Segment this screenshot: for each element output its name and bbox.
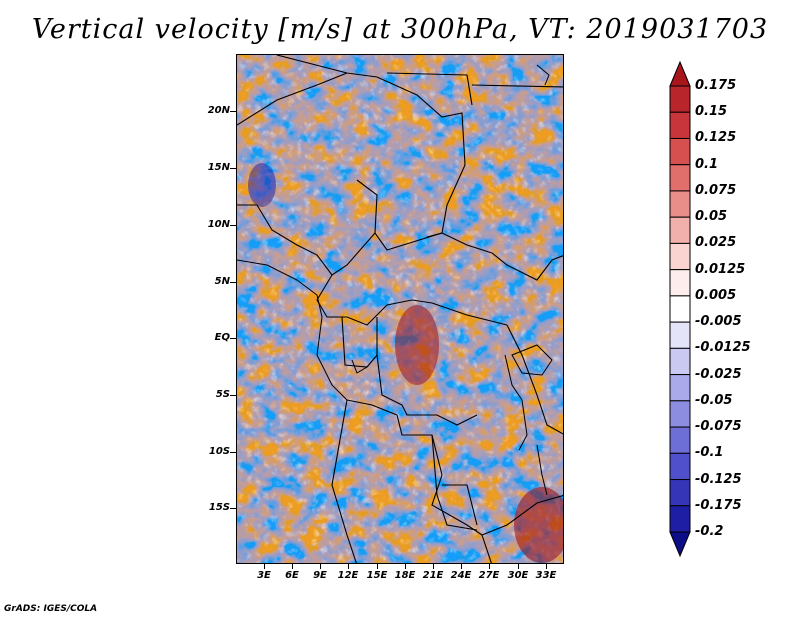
strong-descent-feature [248, 163, 276, 207]
colorbar-box [669, 452, 691, 481]
footer-credit: GrADS: IGES/COLA [4, 604, 98, 614]
strong-ascent-feature-south [514, 487, 563, 563]
velocity-field [237, 55, 563, 563]
lat-label: 15N [207, 162, 230, 173]
colorbar-boxes [669, 60, 691, 558]
lat-tick [230, 225, 236, 226]
colorbar-label: -0.175 [695, 497, 742, 513]
colorbar-box [669, 321, 691, 349]
lat-tick [230, 338, 236, 339]
lon-tick [405, 564, 406, 569]
colorbar-top-triangle [669, 60, 691, 87]
lat-tick [230, 111, 236, 112]
lat-label: 15S [208, 502, 230, 513]
strong-ascent-feature [395, 305, 439, 385]
lon-tick [320, 564, 321, 569]
lon-label: 6E [285, 570, 299, 581]
colorbar-label: -0.005 [695, 314, 742, 330]
colorbar-box [669, 85, 691, 113]
lat-label: 5N [214, 276, 230, 287]
lat-tick [230, 395, 236, 396]
colorbar-label: 0.175 [695, 78, 737, 93]
colorbar-box [669, 164, 691, 192]
lat-tick [230, 452, 236, 453]
lake-outlines [504, 64, 553, 496]
colorbar-box [669, 242, 691, 271]
country-borders [237, 55, 563, 563]
colorbar-box [669, 426, 691, 454]
lon-tick [264, 564, 265, 569]
lat-label: 20N [207, 105, 230, 116]
lat-label: EQ [214, 332, 230, 343]
colorbar-box [669, 374, 691, 402]
lon-tick [348, 564, 349, 569]
colorbar-box [669, 216, 691, 244]
colorbar-label: -0.2 [695, 524, 724, 539]
lon-tick [518, 564, 519, 569]
lon-tick [461, 564, 462, 569]
colorbar-label: -0.1 [695, 445, 724, 461]
map-frame [236, 54, 564, 564]
colorbar-label: 0.15 [695, 104, 728, 120]
colorbar-label: -0.05 [695, 392, 733, 408]
colorbar-label: 0.025 [695, 235, 737, 251]
colorbar-label: 0.1 [695, 156, 719, 172]
colorbar-box [669, 190, 691, 218]
lon-label: 15E [366, 570, 388, 581]
colorbar-label: 0.075 [695, 182, 737, 198]
lat-label: 10S [208, 446, 230, 457]
colorbar-label: 0.005 [695, 287, 737, 303]
colorbar-box [669, 347, 691, 376]
lon-label: 9E [313, 570, 327, 581]
lon-tick [489, 564, 490, 569]
colorbar-label: -0.125 [695, 471, 742, 487]
lon-label: 12E [337, 570, 359, 581]
lat-tick [230, 168, 236, 169]
colorbar-box [669, 295, 691, 323]
lat-tick [230, 282, 236, 283]
lon-label: 30E [507, 570, 529, 581]
colorbar-bottom-triangle [669, 531, 691, 558]
lon-label: 3E [257, 570, 271, 581]
lat-label: 10N [207, 219, 230, 230]
colorbar-box [669, 137, 691, 166]
colorbar-box [669, 400, 691, 428]
lon-tick [292, 564, 293, 569]
colorbar-label: 0.05 [695, 209, 728, 225]
colorbar-box [669, 479, 691, 507]
colorbar-label: -0.075 [695, 419, 742, 435]
lat-tick [230, 508, 236, 509]
colorbar-box [669, 111, 691, 139]
lon-tick [433, 564, 434, 569]
colorbar-box [669, 505, 691, 533]
field-speckle [237, 55, 563, 563]
lat-label: 5S [215, 389, 230, 400]
lon-label: 33E [535, 570, 557, 581]
colorbar-label: 0.0125 [695, 261, 746, 277]
colorbar-label: -0.0125 [695, 340, 751, 356]
lon-label: 18E [394, 570, 416, 581]
chart-title: Vertical velocity [m/s] at 300hPa, VT: 2… [31, 14, 769, 45]
lon-tick [377, 564, 378, 569]
coastline [237, 259, 368, 401]
lon-label: 24E [450, 570, 472, 581]
colorbar-label: -0.025 [695, 366, 742, 382]
colorbar-box [669, 269, 691, 297]
lon-tick [546, 564, 547, 569]
lon-label: 21E [422, 570, 444, 581]
colorbar-label: 0.125 [695, 130, 737, 146]
lon-label: 27E [478, 570, 500, 581]
